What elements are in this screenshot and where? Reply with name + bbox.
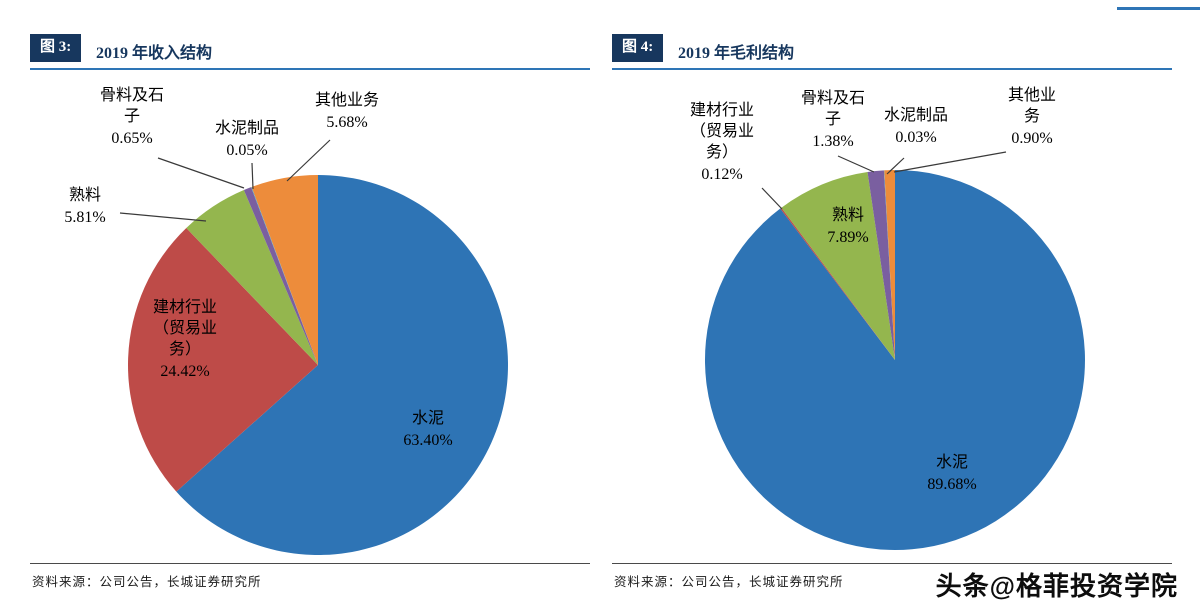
slice-label-other-value: 5.68%	[326, 114, 368, 131]
slice-label-cement-products: 水泥制品 0.05%	[212, 118, 282, 161]
pie-slice-trade-business	[127, 228, 318, 492]
pie-slice-cement	[176, 175, 508, 555]
source-note: 资料来源：公司公告，长城证券研究所	[614, 575, 844, 589]
slice-label-other: 其他业务 5.68%	[312, 90, 382, 133]
chart-title: 2019 年毛利结构	[678, 45, 795, 62]
slice-label-aggregate-name: 骨料及石子	[99, 87, 164, 125]
slice-label-other-value: 0.90%	[1011, 130, 1053, 147]
pie-slice-trade-business	[780, 207, 895, 360]
slice-label-trade-business-value: 24.42%	[160, 363, 210, 380]
slice-label-clinker-value: 7.89%	[827, 229, 869, 246]
slice-label-aggregate-value: 0.65%	[111, 130, 153, 147]
slice-label-trade-business: 建材行业（贸易业务） 24.42%	[151, 297, 219, 382]
source-note: 资料来源：公司公告，长城证券研究所	[32, 575, 262, 589]
slice-label-cement-products-name: 水泥制品	[214, 120, 279, 137]
slice-label-cement-value: 89.68%	[927, 476, 977, 493]
slice-label-aggregate: 骨料及石子 0.65%	[98, 85, 166, 149]
slice-label-cement: 水泥 89.68%	[907, 452, 997, 495]
header-rule	[612, 68, 1172, 70]
slice-label-clinker: 熟料 5.81%	[50, 185, 120, 228]
slice-label-cement-name: 水泥	[411, 410, 444, 427]
slice-label-other-name: 其他业务	[314, 92, 379, 109]
pie-slice-aggregate	[243, 187, 318, 365]
slice-label-other: 其他业务 0.90%	[1006, 85, 1058, 149]
watermark-toutiao: 头条@格菲投资学院	[935, 571, 1178, 601]
slice-label-cement-products-value: 0.03%	[895, 129, 937, 146]
pie-slice-other	[251, 175, 318, 365]
slice-label-aggregate-name: 骨料及石子	[800, 90, 865, 128]
pie-slice-aggregate	[867, 170, 895, 360]
slice-label-trade-business-name: 建材行业（贸易业务）	[152, 299, 217, 358]
pie-chart-gross-profit	[704, 169, 1085, 550]
slice-label-trade-business-value: 0.12%	[701, 166, 743, 183]
pie-slice-clinker	[186, 190, 318, 365]
page-top-right-rule	[1117, 7, 1200, 10]
slice-label-trade-business: 建材行业（贸易业务） 0.12%	[688, 100, 756, 185]
slice-label-aggregate: 骨料及石子 1.38%	[799, 88, 867, 152]
slice-label-cement-value: 63.40%	[403, 432, 453, 449]
slice-label-clinker-name: 熟料	[68, 187, 101, 204]
revenue-structure-panel: 图 3: 2019 年收入结构 骨料及石子 0.65% 水泥制品 0.05% 其…	[30, 30, 590, 596]
pie-slice-cement-products	[883, 170, 895, 360]
figure-badge: 图 4:	[612, 34, 664, 62]
slice-label-trade-business-name: 建材行业（贸易业务）	[689, 102, 754, 161]
slice-label-cement: 水泥 63.40%	[383, 408, 473, 451]
footer-rule	[612, 563, 1172, 564]
figure-badge: 图 3:	[30, 34, 82, 62]
pie-slice-clinker	[781, 172, 895, 360]
slice-label-cement-products-name: 水泥制品	[883, 107, 948, 124]
gross-profit-structure-panel: 图 4: 2019 年毛利结构 建材行业（贸易业务） 0.12% 骨料及石子 1…	[612, 30, 1172, 596]
slice-label-cement-products: 水泥制品 0.03%	[881, 105, 951, 148]
pie-slice-other	[884, 169, 895, 360]
footer-rule	[30, 563, 590, 564]
header-rule	[30, 68, 590, 70]
slice-label-clinker-value: 5.81%	[64, 209, 106, 226]
slice-label-clinker: 熟料 7.89%	[813, 205, 883, 248]
slice-label-cement-name: 水泥	[935, 454, 968, 471]
chart-title: 2019 年收入结构	[96, 45, 213, 62]
slice-label-clinker-name: 熟料	[831, 207, 864, 224]
pie-slice-cement-products	[251, 186, 318, 365]
slice-label-cement-products-value: 0.05%	[226, 142, 268, 159]
slice-label-other-name: 其他业务	[1007, 87, 1056, 125]
pie-slice-cement	[704, 170, 1085, 550]
pie-chart-revenue	[127, 175, 508, 555]
slice-label-aggregate-value: 1.38%	[812, 133, 854, 150]
